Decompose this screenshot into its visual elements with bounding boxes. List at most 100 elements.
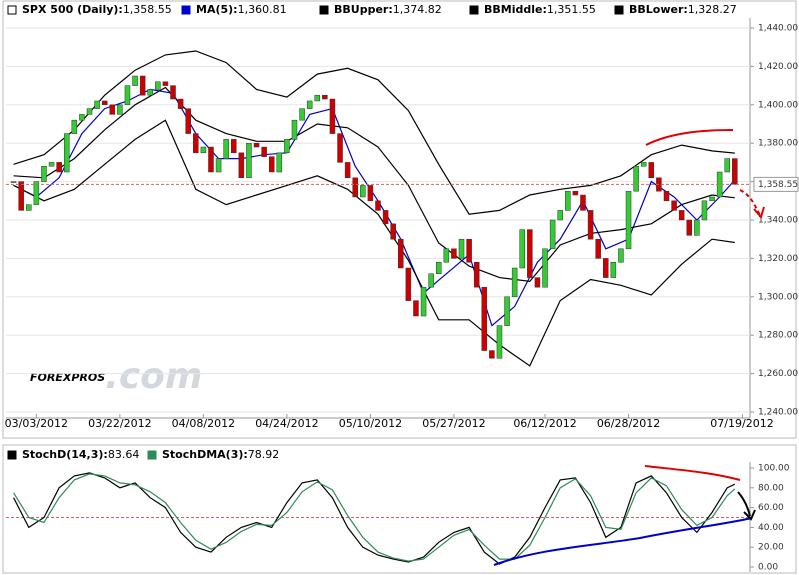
legend-swatch <box>469 5 479 15</box>
candle <box>367 185 374 202</box>
candle <box>352 177 358 198</box>
candle <box>625 190 632 250</box>
annotation-arrowhead <box>753 206 765 220</box>
candle <box>458 238 465 259</box>
candle <box>208 146 214 173</box>
legend-value: 1,358.55 <box>123 3 172 16</box>
candle <box>200 146 207 154</box>
candle <box>162 81 169 86</box>
candle <box>610 261 617 278</box>
y-tick-label: 1,380.00 <box>758 139 798 149</box>
y-tick-label: 100.00 <box>758 464 790 474</box>
y-tick-label: 60.00 <box>758 503 784 513</box>
candle <box>511 267 518 298</box>
candle <box>390 223 396 240</box>
candle <box>519 229 525 269</box>
x-tick-label: 03/03/2012 <box>5 417 68 430</box>
candle <box>26 204 32 211</box>
x-tick-label: 07/19/2012 <box>710 417 773 430</box>
x-tick-label: 06/12/2012 <box>513 417 576 430</box>
legend-swatch <box>7 5 17 15</box>
candle <box>587 210 594 240</box>
last-price-label: 1,358.55 <box>758 180 798 190</box>
candle <box>496 325 503 359</box>
legend-name: SPX 500 (Daily): <box>22 3 123 16</box>
candle <box>595 238 601 259</box>
candle <box>215 158 222 173</box>
candle <box>549 219 556 250</box>
candle <box>291 119 298 140</box>
y-tick-label: 1,400.00 <box>758 100 798 110</box>
candle <box>640 162 647 167</box>
legend-name: BBUpper: <box>334 3 393 16</box>
candle <box>177 98 184 109</box>
candle <box>451 248 457 259</box>
y-tick-label: 1,300.00 <box>758 292 798 302</box>
legend-entry: BBMiddle:1,351.55 <box>484 3 596 16</box>
annotations <box>493 129 765 566</box>
candle <box>534 277 541 288</box>
x-tick-label: 05/10/2012 <box>339 417 402 430</box>
legend-value: 1,328.27 <box>688 3 737 16</box>
candle <box>193 133 199 154</box>
legend-entry: StochDMA(3):78.92 <box>162 448 279 461</box>
candle <box>299 108 305 121</box>
bollinger-line <box>13 50 735 215</box>
candle <box>101 100 108 106</box>
candle <box>18 181 24 211</box>
candle <box>109 104 116 115</box>
candle <box>246 142 252 179</box>
candle <box>56 162 62 173</box>
legend-entry: BBLower:1,328.27 <box>629 3 737 16</box>
x-tick-label: 04/24/2012 <box>255 417 318 430</box>
y-tick-label: 1,440.00 <box>758 24 798 34</box>
watermark-text: FOREXPROS.com <box>30 356 202 397</box>
legend-swatch <box>181 5 191 15</box>
candle <box>671 200 677 211</box>
candle <box>306 100 313 109</box>
watermark-brand: FOREXPROS <box>30 371 105 384</box>
candle <box>375 200 381 211</box>
candle <box>732 158 738 185</box>
candle <box>170 85 176 100</box>
candle <box>724 158 730 173</box>
candle <box>435 261 442 275</box>
legend-value: 83.64 <box>108 448 140 461</box>
annotation-line <box>493 517 753 566</box>
candle <box>155 81 161 90</box>
legend-entry: BBUpper:1,374.82 <box>334 3 442 16</box>
candle <box>261 146 267 157</box>
candle <box>41 165 47 182</box>
candle <box>79 114 85 121</box>
candle <box>329 98 336 134</box>
x-tick-label: 06/28/2012 <box>597 417 660 430</box>
legend-value: 1,360.81 <box>238 3 287 16</box>
x-tick-label: 05/27/2012 <box>422 417 485 430</box>
y-tick-label: 1,240.00 <box>758 408 798 418</box>
candle <box>63 133 70 173</box>
legend-name: MA(5): <box>196 3 238 16</box>
candle <box>360 185 366 198</box>
candle <box>71 119 78 134</box>
stoch-plot: 0.00 20.00 40.00 60.00 80.00 100.00 StochD(14,… <box>6 448 790 573</box>
candle <box>314 94 321 102</box>
candle <box>337 133 343 163</box>
watermark: FOREXPROS.com <box>30 356 202 397</box>
candle <box>678 210 685 221</box>
candle <box>481 286 488 351</box>
candle <box>701 200 708 221</box>
candle <box>504 296 510 326</box>
candle <box>420 286 427 317</box>
annotation-arrowhead <box>743 509 756 521</box>
candle <box>117 104 123 115</box>
candle <box>709 196 715 202</box>
candle <box>10 181 17 183</box>
candle <box>132 75 138 86</box>
candle <box>231 139 237 154</box>
y-tick-label: 1,340.00 <box>758 216 798 226</box>
legend-name: BBMiddle: <box>484 3 547 16</box>
candle <box>48 162 55 167</box>
candle <box>276 152 283 173</box>
y-tick-label: 0.00 <box>758 563 778 573</box>
